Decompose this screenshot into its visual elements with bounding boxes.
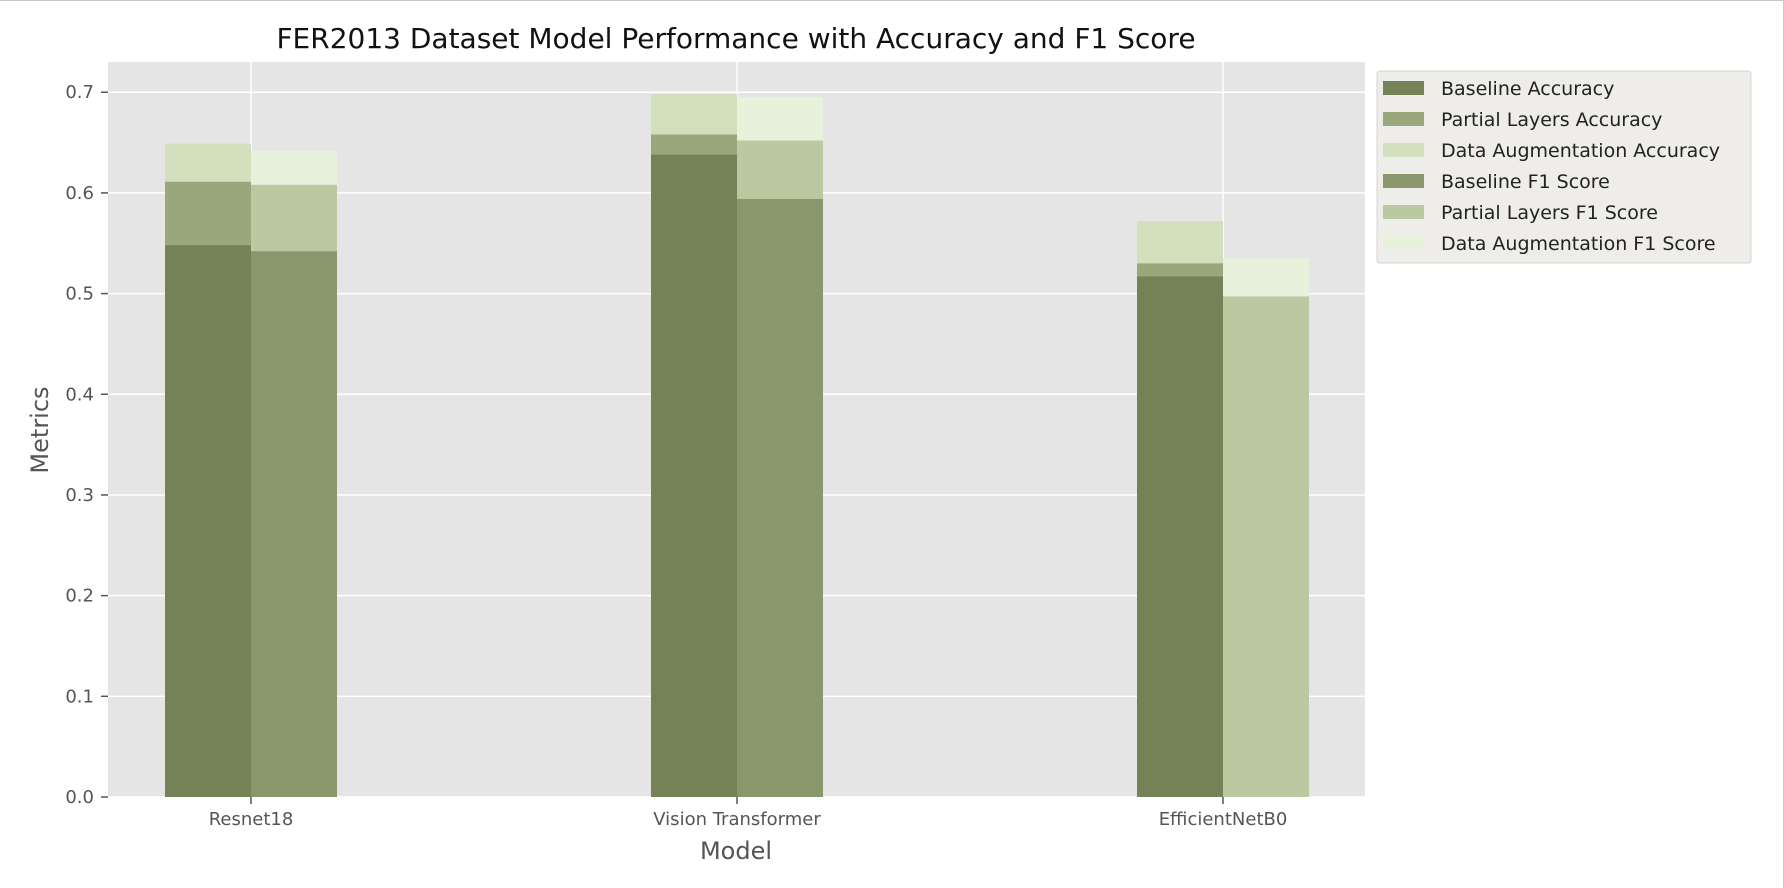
x-tick-label: Resnet18 [209,809,294,830]
legend-label: Data Augmentation Accuracy [1441,140,1720,162]
y-tick-label: 0.2 [65,586,94,607]
legend-swatch [1383,81,1424,95]
legend-label: Data Augmentation F1 Score [1441,233,1716,255]
y-tick-label: 0.7 [65,82,94,103]
x-axis-label: Model [700,837,772,865]
figure-border-top [0,0,1784,1]
legend-box [1376,70,1752,264]
y-tick-label: 0.4 [65,384,94,405]
legend-label: Partial Layers Accuracy [1441,109,1662,131]
x-tick-label: EfficientNetB0 [1159,809,1288,830]
y-tick-label: 0.0 [65,787,94,808]
x-tick-label: Vision Transformer [653,809,821,830]
bars [165,94,1309,798]
y-tick-label: 0.6 [65,183,94,204]
legend-swatch [1383,236,1424,250]
bar-baseline-f1-score [737,198,823,797]
y-tick-label: 0.5 [65,284,94,305]
bar-baseline-accuracy [651,154,737,798]
y-tick-label: 0.1 [65,686,94,707]
legend: Baseline Accuracy Partial Layers Accuracy… [1376,70,1752,264]
legend-swatch [1383,205,1424,219]
bar-baseline-accuracy [165,245,251,797]
x-axis: Resnet18 Vision Transformer EfficientNetB0 [209,797,1288,830]
legend-label: Baseline F1 Score [1441,171,1610,193]
legend-swatch [1383,112,1424,126]
y-tick-label: 0.3 [65,485,94,506]
legend-label: Baseline Accuracy [1441,78,1614,100]
legend-swatch [1383,174,1424,188]
bar-partial-layers-f1-score [1223,296,1309,797]
y-axis: 0.0 0.1 0.2 0.3 0.4 0.5 0.6 0.7 [65,82,108,808]
y-axis-label: Metrics [26,386,54,473]
legend-label: Partial Layers F1 Score [1441,202,1658,224]
bar-baseline-f1-score [251,251,337,798]
chart-title: FER2013 Dataset Model Performance with A… [276,22,1195,55]
bar-baseline-accuracy [1137,276,1223,798]
legend-swatch [1383,143,1424,157]
